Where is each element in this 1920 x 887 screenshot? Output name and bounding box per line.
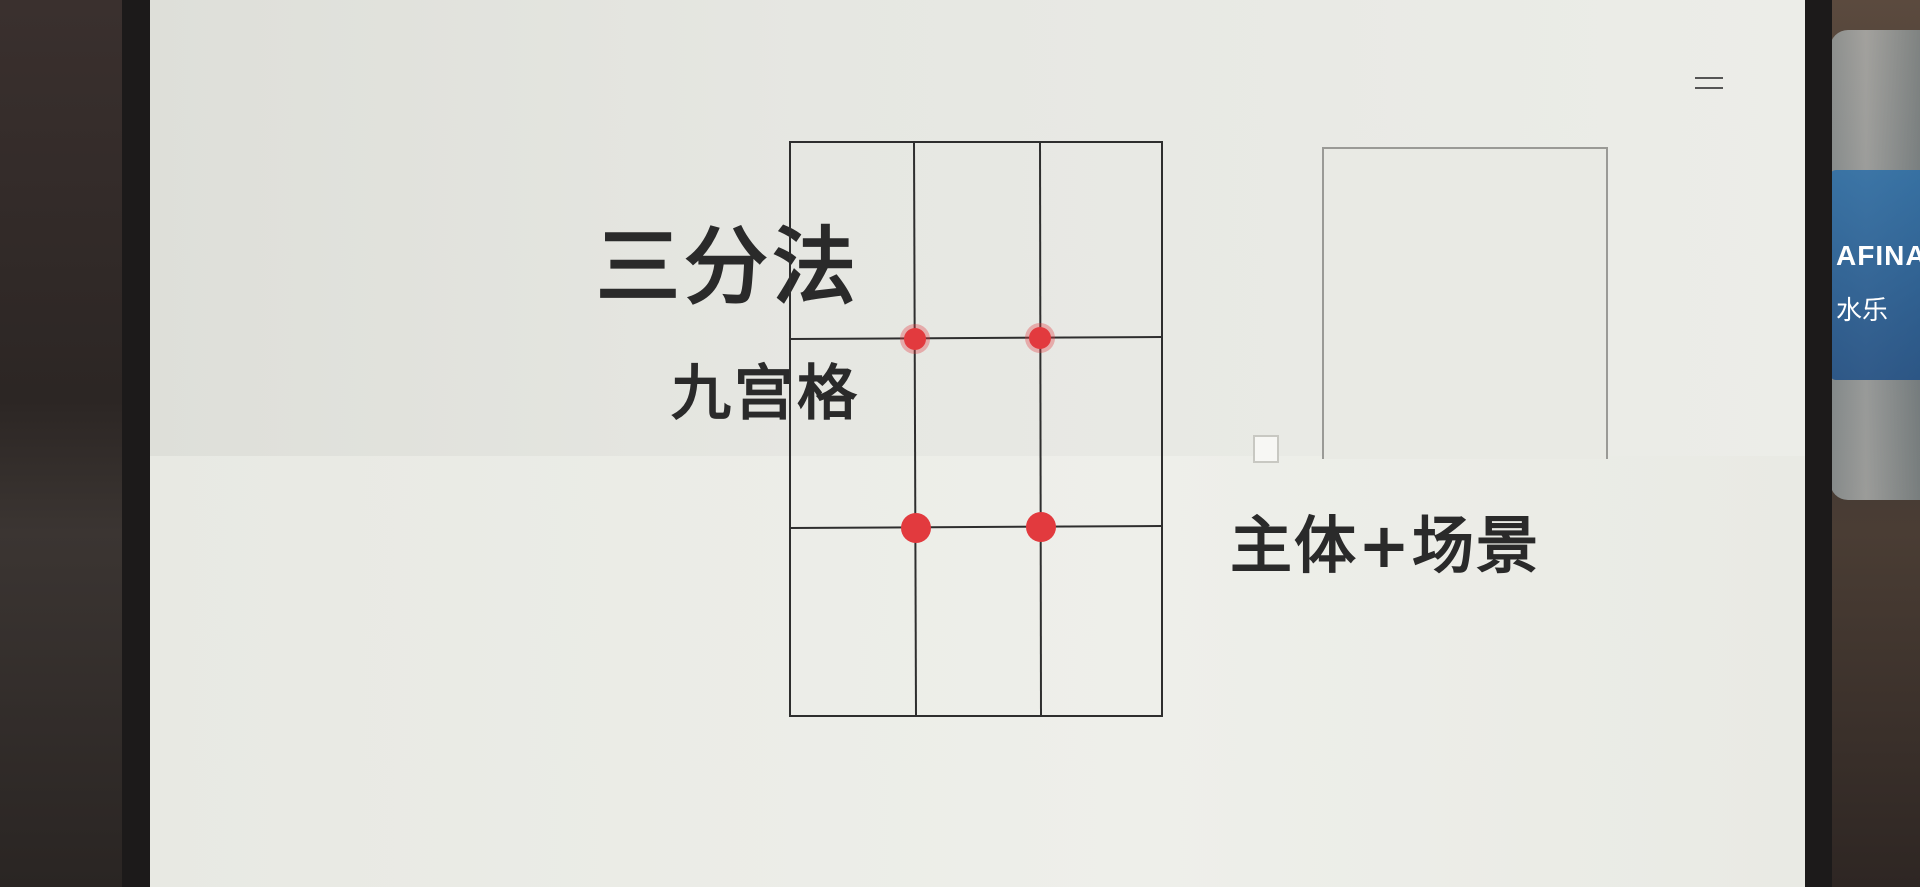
grid-vertical-line-1 — [913, 141, 917, 717]
intersection-dot-bottom-left — [901, 513, 931, 543]
intersection-dot-top-left-core — [904, 328, 926, 350]
menu-icon-bar-top — [1695, 77, 1723, 79]
intersection-dot-top-right-core — [1029, 327, 1051, 349]
hamburger-menu-icon[interactable] — [1695, 77, 1723, 91]
bottle-sub-text: 水乐 — [1836, 296, 1889, 326]
intersection-dot-bottom-right — [1026, 512, 1056, 542]
bottle-brand-text: AFINA — [1836, 240, 1920, 271]
scene-frame-box — [1322, 147, 1608, 459]
bottle-label — [1830, 170, 1920, 380]
grid-horizontal-line-2 — [789, 525, 1163, 529]
small-square-marker — [1253, 435, 1279, 463]
presentation-screen: 三分法 九宫格 主体+场景 — [150, 0, 1805, 887]
grid-vertical-line-2 — [1039, 141, 1042, 717]
slide-subtitle: 九宫格 — [671, 359, 860, 429]
grid-horizontal-line-1 — [789, 336, 1163, 340]
rule-of-thirds-grid — [789, 141, 1163, 717]
slide-title: 三分法 — [595, 218, 860, 316]
grid-outer-frame — [789, 141, 1163, 717]
menu-icon-bar-bottom — [1695, 87, 1723, 89]
subject-scene-caption: 主体+场景 — [1230, 509, 1540, 582]
